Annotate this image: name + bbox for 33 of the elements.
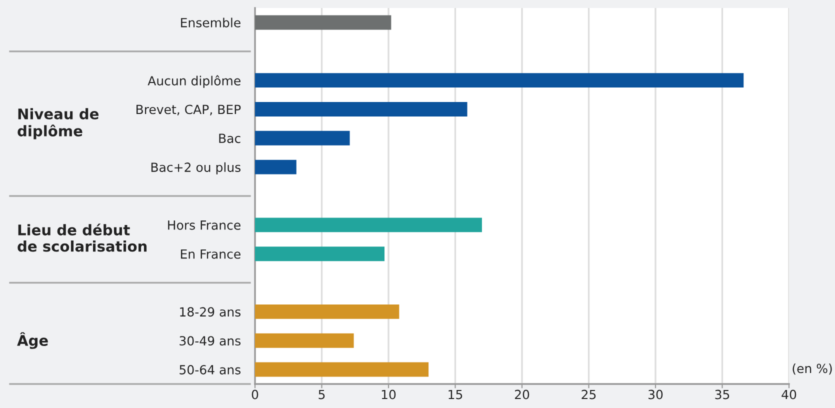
bar xyxy=(255,160,296,174)
bar xyxy=(255,304,400,319)
bar xyxy=(255,102,468,116)
text: Niveau de diplôme xyxy=(18,108,99,140)
x-tick-label: 40 xyxy=(782,390,796,400)
y-tick-label: Bac+2 ou plus xyxy=(151,162,240,174)
bar xyxy=(255,73,744,88)
bar xyxy=(255,218,482,232)
y-tick-label: En France xyxy=(180,249,240,259)
text: Âge xyxy=(17,332,48,349)
x-tick-label: 30 xyxy=(648,390,663,400)
x-tick-label: 5 xyxy=(318,390,325,400)
x-tick-label: 0 xyxy=(252,390,258,400)
bar xyxy=(255,246,384,262)
y-tick-label: 18-29 ans xyxy=(180,307,240,317)
x-tick-label: 10 xyxy=(382,390,396,400)
text: (en %) xyxy=(792,364,832,375)
x-tick-label: 25 xyxy=(582,390,596,400)
bar xyxy=(255,130,350,146)
y-tick-label: Aucun diplôme xyxy=(148,75,240,88)
x-tick-label: 20 xyxy=(514,390,530,400)
x-tick-label: 15 xyxy=(448,390,462,400)
y-tick-label: Brevet, CAP, BEP xyxy=(136,104,241,116)
y-tick-label: Hors France xyxy=(168,220,240,230)
text: Lieu de début de scolarisation xyxy=(18,224,147,252)
y-tick-label: Bac xyxy=(219,134,240,144)
x-tick-label: 35 xyxy=(715,390,730,400)
y-tick-label: 30-49 ans xyxy=(180,336,240,346)
bar xyxy=(255,333,354,348)
y-tick-label: 50-64 ans xyxy=(180,365,240,374)
bar xyxy=(255,362,429,377)
bar xyxy=(255,15,392,30)
y-tick-label: Ensemble xyxy=(181,18,240,28)
